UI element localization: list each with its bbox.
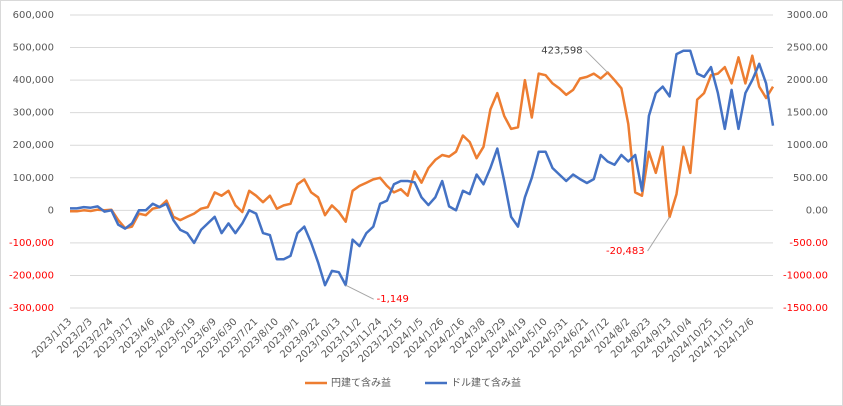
- y2-tick-label: 500.00: [793, 173, 828, 184]
- y-tick-label: 400,000: [13, 75, 54, 86]
- y2-tick-label: 3000.00: [787, 10, 828, 21]
- y-tick-label: -300,000: [9, 303, 54, 314]
- y2-tick-label: 2500.00: [787, 43, 828, 54]
- y-tick-label: -100,000: [9, 238, 54, 249]
- line-series: [70, 54, 775, 230]
- y2-tick-label: 2000.00: [787, 75, 828, 86]
- annotation-leader: [585, 50, 608, 73]
- y2-tick-label: -1500.00: [783, 303, 828, 314]
- y-tick-label: -200,000: [9, 270, 54, 281]
- y2-tick-label: 1500.00: [787, 108, 828, 119]
- y-tick-label: 100,000: [13, 173, 54, 184]
- y2-tick-label: -500.00: [789, 238, 828, 249]
- y2-tick-label: -1000.00: [783, 270, 828, 281]
- y2-tick-label: 1000.00: [787, 140, 828, 151]
- data-label: -20,483: [606, 246, 645, 257]
- y2-tick-label: 0.00: [806, 205, 828, 216]
- annotation-leader: [345, 284, 374, 300]
- data-label: 423,598: [541, 45, 582, 56]
- legend-label: 円建て含み益: [331, 376, 391, 389]
- legend-label: ドル建て含み益: [451, 376, 521, 389]
- y-tick-label: 300,000: [13, 108, 54, 119]
- data-label: -1,149: [377, 294, 409, 305]
- y-tick-label: 600,000: [13, 10, 54, 21]
- annotation-leader: [647, 216, 671, 252]
- line-series: [70, 49, 775, 287]
- y-tick-label: 0: [48, 205, 54, 216]
- y-tick-label: 200,000: [13, 140, 54, 151]
- y-tick-label: 500,000: [13, 43, 54, 54]
